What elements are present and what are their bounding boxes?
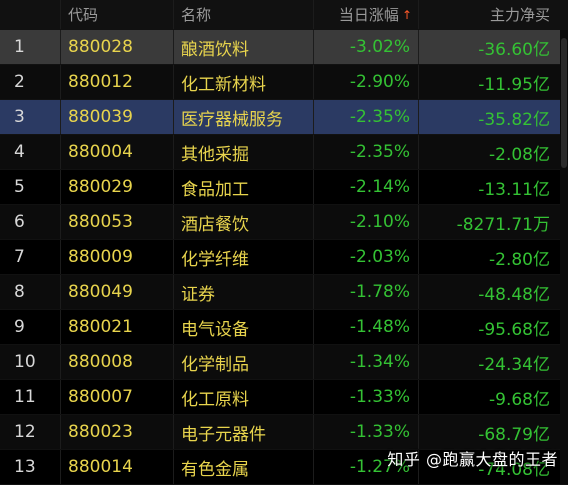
table-row[interactable]: 7 880009 化学纤维 -2.03% -2.80亿 <box>0 240 568 275</box>
header-pct-label: 当日涨幅 <box>338 6 399 24</box>
row-code: 880049 <box>60 275 173 309</box>
row-flow: -2.80亿 <box>418 240 568 274</box>
row-code: 880007 <box>60 380 173 414</box>
row-code: 880012 <box>60 65 173 99</box>
row-code: 880023 <box>60 415 173 449</box>
table-row[interactable]: 8 880049 证券 -1.78% -48.48亿 <box>0 275 568 310</box>
row-index: 7 <box>14 247 25 267</box>
scrollbar[interactable] <box>560 30 568 484</box>
row-code: 880039 <box>60 100 173 134</box>
row-pct: -3.02% <box>313 30 418 64</box>
row-name: 电气设备 <box>173 310 313 344</box>
row-pct: -2.35% <box>313 100 418 134</box>
row-index: 8 <box>14 282 25 302</box>
row-index: 2 <box>14 72 25 92</box>
row-flow: -68.79亿 <box>418 415 568 449</box>
row-index: 5 <box>14 177 25 197</box>
watermark: 知乎 @跑赢大盘的王者 <box>387 450 558 469</box>
row-name: 电子元器件 <box>173 415 313 449</box>
row-name: 化工原料 <box>173 380 313 414</box>
row-flow: -2.08亿 <box>418 135 568 169</box>
table-row[interactable]: 4 880004 其他采掘 -2.35% -2.08亿 <box>0 135 568 170</box>
table-row[interactable]: 6 880053 酒店餐饮 -2.10% -8271.71万 <box>0 205 568 240</box>
row-name: 化工新材料 <box>173 65 313 99</box>
row-name: 化学纤维 <box>173 240 313 274</box>
row-flow: -13.11亿 <box>418 170 568 204</box>
row-code: 880029 <box>60 170 173 204</box>
row-name: 有色金属 <box>173 450 313 484</box>
row-flow: -48.48亿 <box>418 275 568 309</box>
scrollbar-thumb[interactable] <box>561 38 567 168</box>
row-code: 880009 <box>60 240 173 274</box>
row-pct: -1.78% <box>313 275 418 309</box>
row-pct: -2.14% <box>313 170 418 204</box>
sort-arrow-icon: ↑ <box>401 7 412 22</box>
header-pct[interactable]: 当日涨幅 ↑ <box>313 0 418 29</box>
row-index: 9 <box>14 317 25 337</box>
row-name: 其他采掘 <box>173 135 313 169</box>
row-pct: -2.03% <box>313 240 418 274</box>
row-flow: -11.95亿 <box>418 65 568 99</box>
row-flow: -9.68亿 <box>418 380 568 414</box>
row-name: 酒店餐饮 <box>173 205 313 239</box>
row-code: 880008 <box>60 345 173 379</box>
table-row[interactable]: 12 880023 电子元器件 -1.33% -68.79亿 <box>0 415 568 450</box>
table-row[interactable]: 9 880021 电气设备 -1.48% -95.68亿 <box>0 310 568 345</box>
table-header: 代码 名称 当日涨幅 ↑ 主力净买 <box>0 0 568 30</box>
row-index: 11 <box>14 387 36 407</box>
row-code: 880021 <box>60 310 173 344</box>
row-name: 酿酒饮料 <box>173 30 313 64</box>
row-flow: -24.34亿 <box>418 345 568 379</box>
row-name: 医疗器械服务 <box>173 100 313 134</box>
table-row[interactable]: 3 880039 医疗器械服务 -2.35% -35.82亿 <box>0 100 568 135</box>
row-flow: -8271.71万 <box>418 205 568 239</box>
row-index: 12 <box>14 422 36 442</box>
row-pct: -2.10% <box>313 205 418 239</box>
row-flow: -35.82亿 <box>418 100 568 134</box>
header-flow[interactable]: 主力净买 <box>418 0 568 29</box>
row-index: 13 <box>14 457 36 477</box>
row-name: 食品加工 <box>173 170 313 204</box>
table-row[interactable]: 5 880029 食品加工 -2.14% -13.11亿 <box>0 170 568 205</box>
row-index: 6 <box>14 212 25 232</box>
table-row[interactable]: 2 880012 化工新材料 -2.90% -11.95亿 <box>0 65 568 100</box>
row-index: 3 <box>14 107 25 127</box>
row-code: 880053 <box>60 205 173 239</box>
row-code: 880028 <box>60 30 173 64</box>
table-body: 1 880028 酿酒饮料 -3.02% -36.60亿 2 880012 化工新材料 -2.9… <box>0 30 568 485</box>
row-pct: -1.33% <box>313 415 418 449</box>
row-index: 1 <box>14 37 25 57</box>
table-row[interactable]: 10 880008 化学制品 -1.34% -24.34亿 <box>0 345 568 380</box>
header-index <box>0 0 60 29</box>
table-row[interactable]: 1 880028 酿酒饮料 -3.02% -36.60亿 <box>0 30 568 65</box>
row-name: 证券 <box>173 275 313 309</box>
row-flow: -95.68亿 <box>418 310 568 344</box>
row-pct: -2.90% <box>313 65 418 99</box>
row-pct: -1.33% <box>313 380 418 414</box>
row-code: 880014 <box>60 450 173 484</box>
row-flow: -36.60亿 <box>418 30 568 64</box>
row-pct: -2.35% <box>313 135 418 169</box>
row-flow: -74.08亿 <box>418 450 568 484</box>
table-row[interactable]: 11 880007 化工原料 -1.33% -9.68亿 <box>0 380 568 415</box>
row-index: 4 <box>14 142 25 162</box>
header-code[interactable]: 代码 <box>60 0 173 29</box>
row-code: 880004 <box>60 135 173 169</box>
row-pct: -1.27% <box>313 450 418 484</box>
row-name: 化学制品 <box>173 345 313 379</box>
header-name[interactable]: 名称 <box>173 0 313 29</box>
row-pct: -1.48% <box>313 310 418 344</box>
row-index: 10 <box>14 352 36 372</box>
row-pct: -1.34% <box>313 345 418 379</box>
